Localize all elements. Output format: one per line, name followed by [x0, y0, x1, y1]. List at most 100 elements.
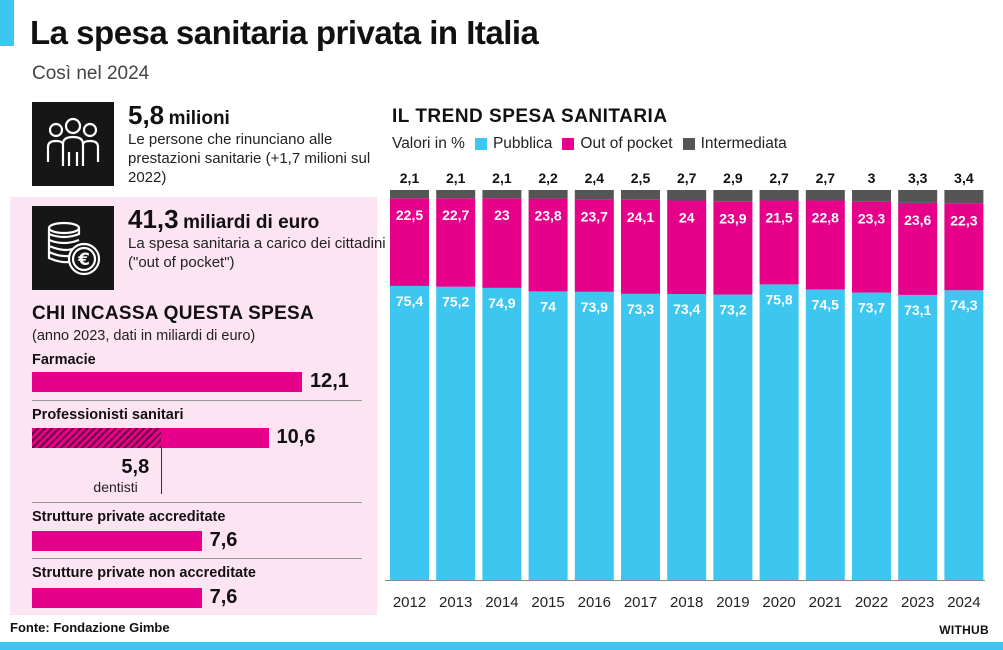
bar-out-of-pocket-2018: [667, 200, 707, 295]
legend-intermediata: Intermediata: [700, 135, 787, 152]
year-label-2023: 2023: [901, 594, 934, 611]
bar-pubblica-2023: [898, 294, 938, 580]
label-out-of-pocket-2017: 24,1: [627, 209, 654, 225]
non-accreditate-bar: [32, 588, 202, 608]
label-pubblica-2013: 75,2: [442, 294, 469, 310]
label-out-of-pocket-2019: 23,9: [719, 210, 746, 226]
bar-out-of-pocket-2020: [759, 200, 799, 285]
label-intermediata-2013: 2,1: [446, 170, 466, 186]
bar-out-of-pocket-2019: [713, 201, 753, 295]
bar-out-of-pocket-2015: [528, 198, 568, 292]
year-label-2020: 2020: [762, 594, 795, 611]
year-label-2015: 2015: [531, 594, 564, 611]
farmacie-label: Farmacie: [32, 352, 96, 368]
legend-out-of-pocket: Out of pocket: [580, 135, 673, 152]
accreditate-label: Strutture private accreditate: [32, 509, 226, 525]
label-intermediata-2012: 2,1: [400, 170, 420, 186]
bar-pubblica-2024: [944, 290, 984, 580]
bar-intermediata-2023: [898, 190, 938, 203]
stat-spending-desc: La spesa sanitaria a carico dei cittadin…: [128, 235, 386, 271]
dentisti-label: dentisti: [93, 479, 138, 495]
bar-pubblica-2012: [390, 285, 429, 580]
year-label-2019: 2019: [716, 594, 749, 611]
label-intermediata-2023: 3,3: [908, 170, 928, 186]
year-label-2024: 2024: [947, 594, 980, 611]
label-out-of-pocket-2012: 22,5: [396, 207, 423, 223]
label-out-of-pocket-2014: 23: [494, 207, 510, 223]
bar-out-of-pocket-2017: [621, 199, 660, 294]
page-subtitle: Così nel 2024: [32, 63, 150, 84]
legend-pubblica: Pubblica: [492, 135, 553, 152]
brand-logo: WITHUB: [939, 623, 989, 637]
bar-pubblica-2020: [759, 284, 799, 580]
label-intermediata-2021: 2,7: [816, 170, 836, 186]
bar-out-of-pocket-2023: [898, 202, 938, 295]
stat-people-number: 5,8: [128, 100, 165, 130]
label-out-of-pocket-2022: 23,3: [858, 211, 885, 227]
year-label-2022: 2022: [855, 594, 888, 611]
label-pubblica-2023: 73,1: [904, 302, 931, 318]
bar-intermediata-2017: [621, 190, 660, 200]
accent-bar: [0, 0, 14, 46]
label-pubblica-2022: 73,7: [858, 300, 885, 316]
separator: [32, 558, 362, 559]
chart-title: IL TREND SPESA SANITARIA: [392, 106, 668, 127]
label-intermediata-2024: 3,4: [954, 170, 974, 186]
label-out-of-pocket-2023: 23,6: [904, 212, 931, 228]
label-out-of-pocket-2013: 22,7: [442, 207, 469, 223]
recipients-title: CHI INCASSA QUESTA SPESA: [32, 303, 315, 324]
legend-unit-label: Valori in %: [392, 135, 465, 152]
year-label-2018: 2018: [670, 594, 703, 611]
bar-out-of-pocket-2013: [436, 198, 476, 287]
bar-pubblica-2017: [621, 293, 660, 580]
stat-spending-unit: miliardi di euro: [183, 212, 320, 233]
label-pubblica-2014: 74,9: [488, 295, 515, 311]
bar-pubblica-2013: [436, 286, 476, 580]
non-accreditate-value: 7,6: [209, 586, 238, 608]
label-pubblica-2015: 74: [540, 298, 556, 314]
label-out-of-pocket-2018: 24: [679, 210, 695, 226]
year-label-2016: 2016: [578, 594, 611, 611]
professionisti-label: Professionisti sanitari: [32, 407, 184, 423]
label-intermediata-2016: 2,4: [585, 170, 605, 186]
bar-pubblica-2014: [482, 287, 522, 580]
recipients-subtitle: (anno 2023, dati in miliardi di euro): [32, 328, 256, 344]
bar-intermediata-2024: [944, 190, 984, 204]
stat-people-unit: milioni: [168, 108, 230, 129]
bar-out-of-pocket-2022: [852, 201, 891, 293]
label-pubblica-2017: 73,3: [627, 301, 654, 317]
label-out-of-pocket-2021: 22,8: [812, 210, 839, 226]
bar-intermediata-2015: [528, 190, 568, 199]
bar-intermediata-2021: [805, 190, 845, 201]
separator: [32, 502, 362, 503]
stat-spending-number: 41,3: [128, 204, 179, 234]
label-pubblica-2024: 74,3: [950, 297, 977, 313]
year-label-2017: 2017: [624, 594, 657, 611]
bar-out-of-pocket-2012: [390, 198, 429, 286]
year-label-2021: 2021: [809, 594, 842, 611]
bottom-accent-bar: [0, 642, 1003, 650]
stat-people-desc: Le persone che rinunciano alle prestazio…: [128, 131, 371, 186]
bar-intermediata-2022: [852, 190, 891, 202]
year-label-2014: 2014: [485, 594, 518, 611]
label-intermediata-2022: 3: [868, 170, 876, 186]
accreditate-bar: [32, 531, 202, 551]
bar-pubblica-2015: [528, 291, 568, 580]
people-icon: [32, 102, 114, 186]
label-out-of-pocket-2024: 22,3: [950, 212, 977, 228]
stat-spending-value: 41,3 miliardi di euro: [128, 204, 319, 235]
bar-pubblica-2018: [667, 294, 707, 580]
chart-legend: Valori in % Pubblica Out of pocket Inter…: [392, 135, 787, 153]
bar-intermediata-2020: [759, 190, 799, 201]
euro-coins-icon: €: [32, 206, 114, 290]
bar-intermediata-2014: [482, 190, 522, 199]
source-note: Fonte: Fondazione Gimbe: [10, 620, 170, 635]
professionisti-value: 10,6: [276, 426, 316, 448]
label-intermediata-2020: 2,7: [769, 170, 789, 186]
bar-intermediata-2013: [436, 190, 476, 199]
svg-text:€: €: [77, 250, 90, 270]
dentisti-marker-line: [161, 448, 163, 494]
label-out-of-pocket-2016: 23,7: [581, 208, 608, 224]
dentisti-hatched-bar: [32, 428, 162, 448]
label-pubblica-2016: 73,9: [581, 299, 608, 315]
